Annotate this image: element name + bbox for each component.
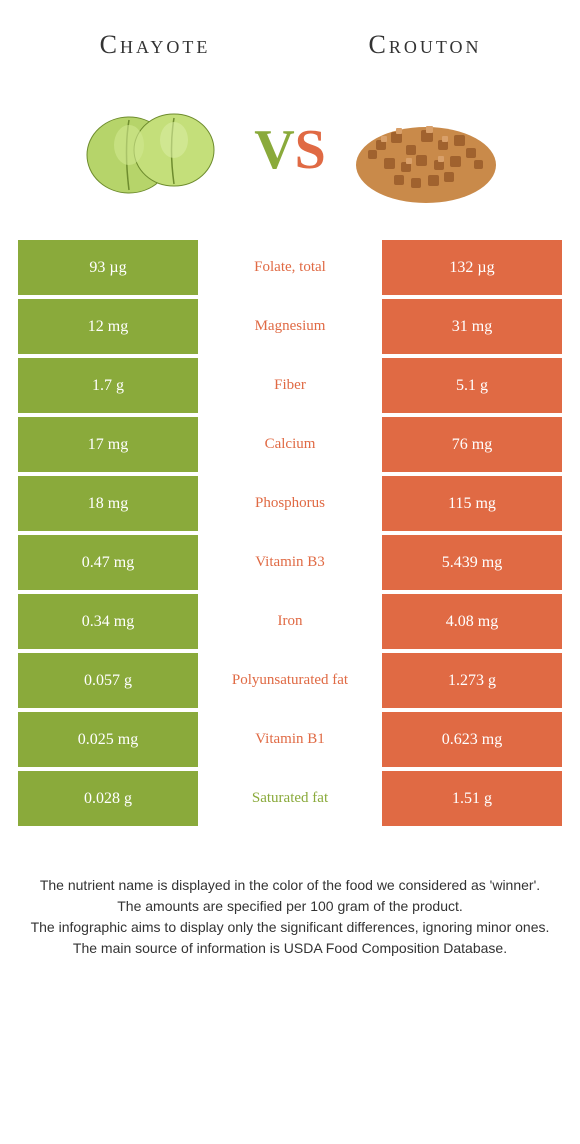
- nutrient-label: Vitamin B3: [198, 535, 382, 590]
- table-row: 12 mgMagnesium31 mg: [18, 299, 562, 354]
- table-row: 17 mgCalcium76 mg: [18, 417, 562, 472]
- value-left: 0.47 mg: [18, 535, 198, 590]
- chayote-icon: [74, 90, 234, 210]
- vs-label: VS: [254, 118, 326, 182]
- value-left: 1.7 g: [18, 358, 198, 413]
- nutrient-label: Polyunsaturated fat: [198, 653, 382, 708]
- value-left: 17 mg: [18, 417, 198, 472]
- nutrient-label: Magnesium: [198, 299, 382, 354]
- value-left: 93 µg: [18, 240, 198, 295]
- value-right: 5.1 g: [382, 358, 562, 413]
- table-row: 0.025 mgVitamin B10.623 mg: [18, 712, 562, 767]
- value-right: 31 mg: [382, 299, 562, 354]
- nutrient-label: Calcium: [198, 417, 382, 472]
- value-left: 0.057 g: [18, 653, 198, 708]
- value-right: 76 mg: [382, 417, 562, 472]
- value-right: 5.439 mg: [382, 535, 562, 590]
- table-row: 0.028 gSaturated fat1.51 g: [18, 771, 562, 826]
- footer-line: The infographic aims to display only the…: [30, 917, 550, 938]
- value-right: 115 mg: [382, 476, 562, 531]
- header-right: Crouton: [290, 30, 560, 60]
- footer-line: The main source of information is USDA F…: [30, 938, 550, 959]
- value-right: 4.08 mg: [382, 594, 562, 649]
- table-row: 0.34 mgIron4.08 mg: [18, 594, 562, 649]
- table-row: 0.47 mgVitamin B35.439 mg: [18, 535, 562, 590]
- table-row: 18 mgPhosphorus115 mg: [18, 476, 562, 531]
- value-left: 0.028 g: [18, 771, 198, 826]
- value-right: 132 µg: [382, 240, 562, 295]
- vs-v: V: [254, 119, 294, 181]
- value-right: 1.51 g: [382, 771, 562, 826]
- nutrient-label: Folate, total: [198, 240, 382, 295]
- crouton-icon: [346, 90, 506, 210]
- nutrient-label: Phosphorus: [198, 476, 382, 531]
- image-row: VS: [0, 70, 580, 240]
- value-left: 18 mg: [18, 476, 198, 531]
- nutrient-label: Saturated fat: [198, 771, 382, 826]
- header-row: Chayote Crouton: [0, 0, 580, 70]
- table-row: 1.7 gFiber5.1 g: [18, 358, 562, 413]
- header-left: Chayote: [20, 30, 290, 60]
- comparison-table: 93 µgFolate, total132 µg12 mgMagnesium31…: [0, 240, 580, 826]
- chayote-image: [74, 90, 234, 210]
- vs-s: S: [295, 119, 326, 181]
- nutrient-label: Fiber: [198, 358, 382, 413]
- nutrient-label: Iron: [198, 594, 382, 649]
- table-row: 93 µgFolate, total132 µg: [18, 240, 562, 295]
- value-right: 1.273 g: [382, 653, 562, 708]
- crouton-image: [346, 90, 506, 210]
- footer-line: The amounts are specified per 100 gram o…: [30, 896, 550, 917]
- nutrient-label: Vitamin B1: [198, 712, 382, 767]
- value-left: 0.025 mg: [18, 712, 198, 767]
- footer-line: The nutrient name is displayed in the co…: [30, 875, 550, 896]
- footer-notes: The nutrient name is displayed in the co…: [0, 830, 580, 979]
- value-left: 12 mg: [18, 299, 198, 354]
- table-row: 0.057 gPolyunsaturated fat1.273 g: [18, 653, 562, 708]
- value-right: 0.623 mg: [382, 712, 562, 767]
- value-left: 0.34 mg: [18, 594, 198, 649]
